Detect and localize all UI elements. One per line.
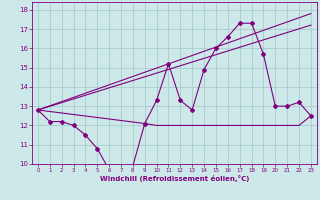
X-axis label: Windchill (Refroidissement éolien,°C): Windchill (Refroidissement éolien,°C)	[100, 175, 249, 182]
